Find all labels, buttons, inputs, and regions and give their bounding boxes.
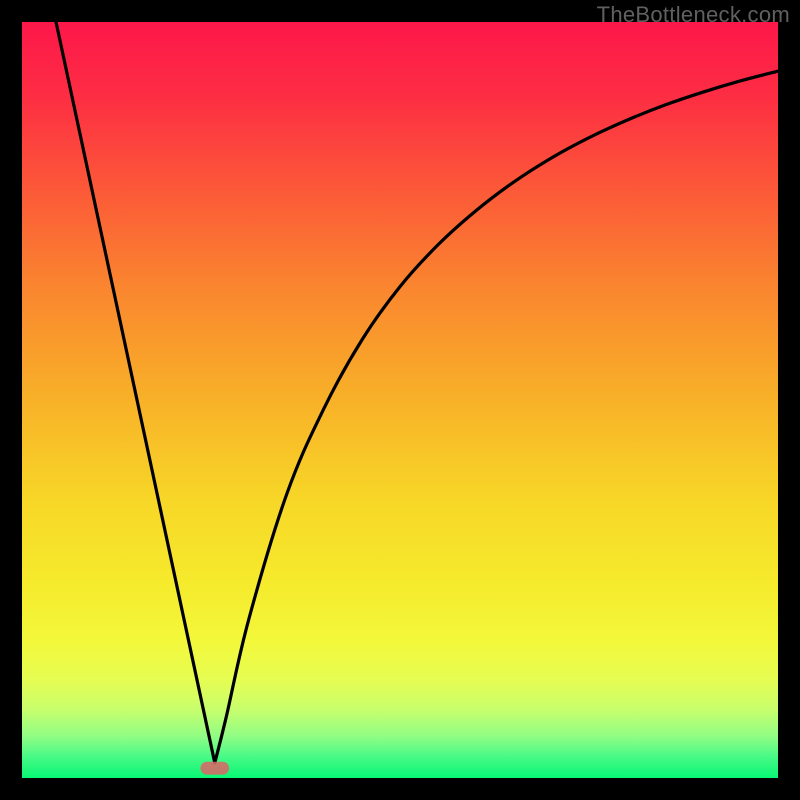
watermark-text: TheBottleneck.com <box>597 2 790 28</box>
chart-container: TheBottleneck.com <box>0 0 800 800</box>
bottleneck-curve-chart <box>0 0 800 800</box>
optimal-point-marker <box>200 762 229 775</box>
